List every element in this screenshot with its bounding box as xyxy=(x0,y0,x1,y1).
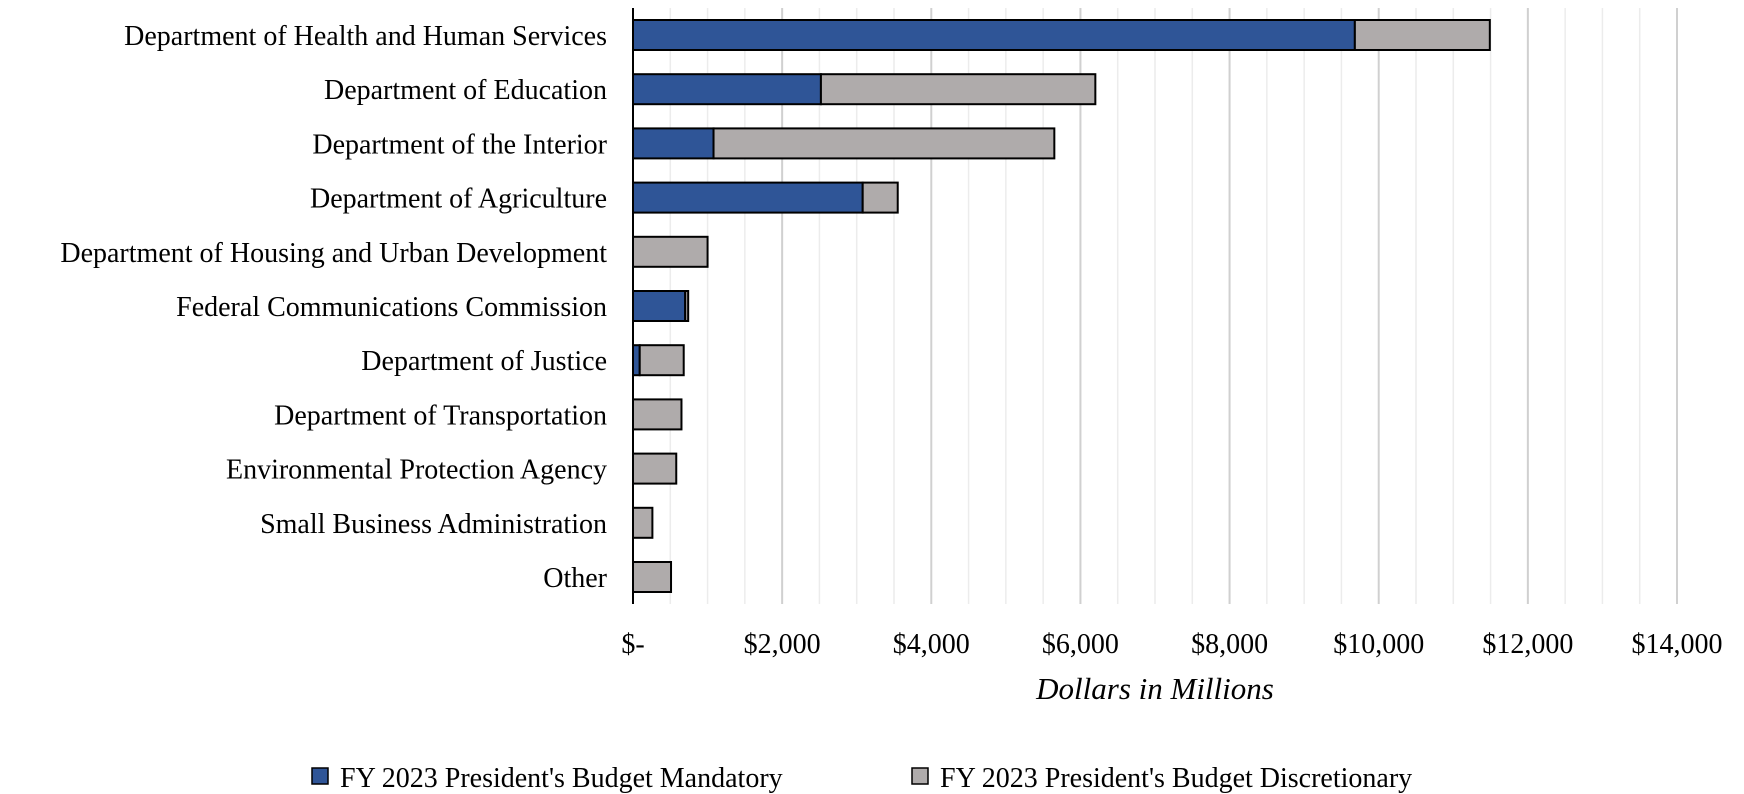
legend-swatch xyxy=(911,767,929,785)
bar-mandatory xyxy=(632,344,641,377)
x-tick-label: $4,000 xyxy=(893,629,970,660)
category-label: Department of Agriculture xyxy=(310,184,607,215)
x-tick-label: $8,000 xyxy=(1191,629,1268,660)
x-axis-title: Dollars in Millions xyxy=(1035,671,1274,706)
category-label: Federal Communications Commission xyxy=(176,292,607,323)
bar-discretionary xyxy=(1353,19,1491,51)
x-tick-label: $- xyxy=(621,629,644,660)
legend: FY 2023 President's Budget Mandatory FY 2… xyxy=(311,763,1412,794)
bar-discretionary xyxy=(819,73,1097,106)
category-label: Environmental Protection Agency xyxy=(226,455,607,486)
bar-mandatory xyxy=(632,127,715,160)
bar-mandatory xyxy=(632,290,687,322)
bars xyxy=(632,19,1491,593)
bar-discretionary xyxy=(632,561,673,593)
bar-discretionary xyxy=(638,344,685,377)
bar-discretionary xyxy=(632,452,678,485)
category-label: Department of Transportation xyxy=(274,400,607,431)
x-tick-label: $6,000 xyxy=(1042,629,1119,660)
bar-discretionary xyxy=(712,127,1056,160)
bar-discretionary xyxy=(632,506,654,539)
legend-label: FY 2023 President's Budget Mandatory xyxy=(340,763,783,794)
bar-mandatory xyxy=(632,19,1356,51)
x-tick-label: $2,000 xyxy=(744,629,821,660)
bar-mandatory xyxy=(632,181,864,214)
category-label: Other xyxy=(543,563,607,594)
bar-mandatory xyxy=(632,73,822,106)
x-tick-label: $12,000 xyxy=(1482,629,1573,660)
category-label: Department of the Interior xyxy=(312,129,607,160)
category-label: Department of Justice xyxy=(361,346,607,377)
category-label: Department of Health and Human Services xyxy=(124,21,607,52)
category-labels: Department of Health and Human Services D… xyxy=(60,21,607,594)
bar-discretionary xyxy=(632,235,709,268)
gridlines xyxy=(669,8,1678,604)
legend-label: FY 2023 President's Budget Discretionary xyxy=(940,763,1412,794)
category-label: Department of Education xyxy=(324,75,607,106)
bar-discretionary xyxy=(684,290,690,322)
category-label: Department of Housing and Urban Developm… xyxy=(60,238,607,269)
bar-discretionary xyxy=(632,398,683,431)
legend-swatch xyxy=(311,767,329,785)
x-tick-label: $14,000 xyxy=(1632,629,1723,660)
category-label: Small Business Administration xyxy=(260,509,607,540)
x-tick-labels: $- $2,000 $4,000 $6,000 $8,000 $10,000 $12,000… xyxy=(621,629,1722,660)
bar-discretionary xyxy=(861,181,899,214)
x-tick-label: $10,000 xyxy=(1333,629,1424,660)
